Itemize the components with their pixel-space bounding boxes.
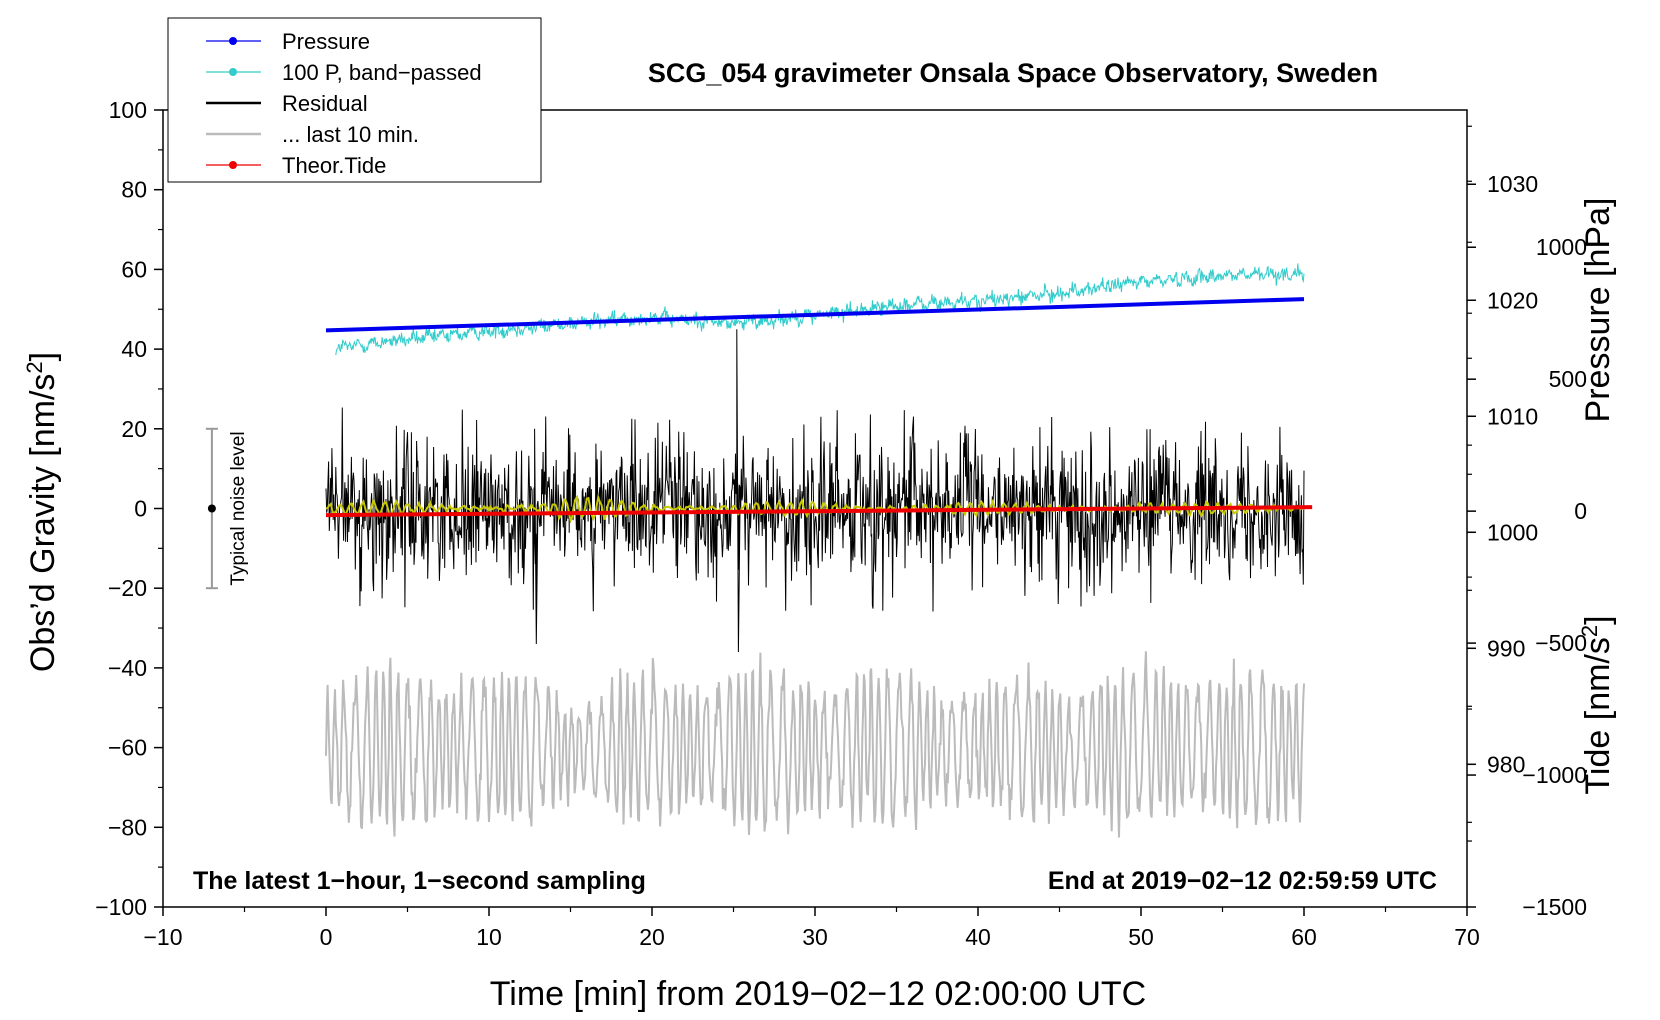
tide-tick-label: −500 — [1535, 630, 1587, 656]
x-tick-label: 60 — [1291, 924, 1317, 950]
noise-level-label: Typical noise level — [228, 431, 249, 585]
x-axis-label: Time [min] from 2019−02−12 02:00:00 UTC — [490, 975, 1146, 1013]
x-tick-label: 50 — [1128, 924, 1154, 950]
y-tick-label: 40 — [121, 336, 147, 362]
legend-label: ... last 10 min. — [282, 122, 419, 147]
x-tick-label: 30 — [802, 924, 828, 950]
pressure-axis-label: Pressure [hPa] — [1579, 198, 1617, 423]
y-tick-label: −20 — [108, 575, 147, 601]
y-tick-label: 0 — [134, 496, 147, 522]
tide-tick-label: 0 — [1574, 498, 1587, 524]
tide-tick-label: −1500 — [1522, 894, 1587, 920]
tide-tick-label: −1000 — [1522, 762, 1587, 788]
gravity-axis-label: Obs’d Gravity [nm/s2] — [22, 352, 62, 672]
pressure-tick-label: 980 — [1487, 751, 1525, 777]
y-tick-label: 20 — [121, 416, 147, 442]
x-tick-label: −10 — [143, 924, 182, 950]
x-tick-label: 40 — [965, 924, 991, 950]
legend-label: Theor.Tide — [282, 153, 386, 178]
legend-marker — [229, 68, 237, 76]
tide-axis: 1000 500 0 −500 −1000 −1500 — [1467, 180, 1587, 920]
legend-label: Residual — [282, 91, 368, 116]
tide-axis-label: Tide [nm/s2] — [1577, 615, 1617, 794]
pressure-tick-label: 990 — [1487, 635, 1525, 661]
x-tick-label: 70 — [1454, 924, 1480, 950]
y-tick-label: 80 — [121, 177, 147, 203]
pressure-series — [325, 297, 1305, 333]
last-10-min-series — [325, 651, 1305, 838]
chart-title: SCG_054 gravimeter Onsala Space Observat… — [648, 58, 1378, 88]
sampling-note: The latest 1−hour, 1−second sampling — [193, 867, 646, 895]
end-time-note: End at 2019−02−12 02:59:59 UTC — [1048, 867, 1437, 895]
y-tick-label: −100 — [95, 894, 147, 920]
legend: Pressure 100 P, band−passed Residual ... la… — [167, 17, 542, 183]
x-tick-label: 20 — [639, 924, 665, 950]
y-tick-label: 100 — [109, 97, 147, 123]
legend-box — [167, 17, 542, 183]
pressure-tick-label: 1010 — [1487, 403, 1538, 429]
y-tick-label: −40 — [108, 655, 147, 681]
noise-level-indicator: Typical noise level — [205, 427, 249, 590]
series-layer — [325, 263, 1313, 838]
tide-tick-label: 500 — [1549, 366, 1587, 392]
residual-series — [325, 329, 1305, 653]
pressure-axis: 1030 1020 1010 1000 990 980 — [1467, 125, 1538, 823]
residual-smoothed-series — [325, 493, 1305, 524]
pressure-tick-label: 1000 — [1487, 519, 1538, 545]
x-tick-label: 0 — [320, 924, 333, 950]
pressure-tick-label: 1030 — [1487, 171, 1538, 197]
legend-marker — [229, 37, 237, 45]
tide-tick-label: 1000 — [1536, 234, 1587, 260]
legend-marker — [229, 161, 237, 169]
y-tick-label: −60 — [108, 735, 147, 761]
x-tick-label: 10 — [476, 924, 502, 950]
y-tick-label: 60 — [121, 256, 147, 282]
x-axis: −10 0 10 20 30 40 50 60 70 — [143, 907, 1480, 950]
pressure-tick-label: 1020 — [1487, 287, 1538, 313]
legend-label: Pressure — [282, 29, 370, 54]
theoretical-tide-series — [325, 505, 1313, 518]
y-tick-label: −80 — [108, 814, 147, 840]
gravity-axis: 100 80 60 40 20 0 −20 −40 −60 −80 −100 — [95, 97, 163, 920]
legend-entries: Pressure 100 P, band−passed Residual ... la… — [206, 29, 482, 178]
band-passed-pressure-series — [335, 263, 1305, 356]
legend-label: 100 P, band−passed — [282, 60, 482, 85]
noise-level-dot — [207, 504, 216, 513]
